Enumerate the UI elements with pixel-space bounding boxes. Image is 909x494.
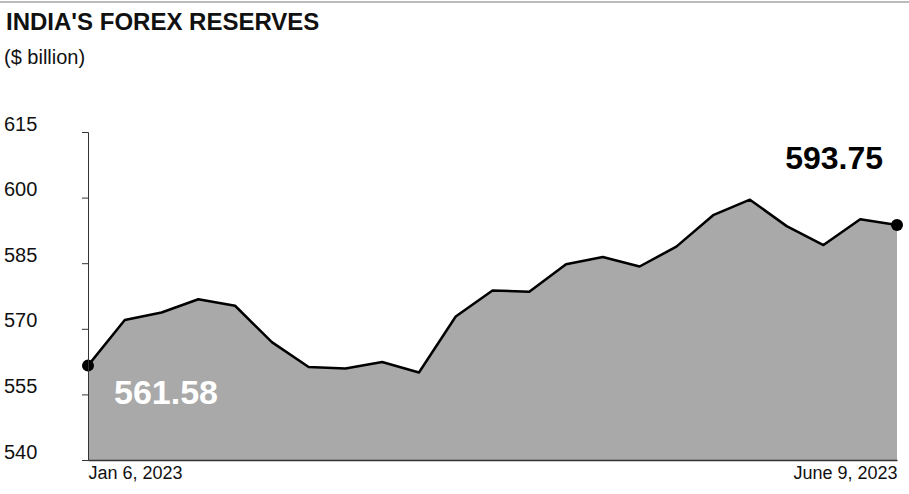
x-tick: June 9, 2023 [793,460,897,483]
x-tick-label: June 9, 2023 [793,463,897,483]
y-axis-line [82,133,89,461]
y-tick-label: 540 [4,441,37,463]
y-tick: 570 [4,309,88,331]
y-tick-label: 555 [4,375,37,397]
y-tick: 615 [4,113,88,135]
x-axis: Jan 6, 2023 June 9, 2023 [89,460,898,483]
x-tick: Jan 6, 2023 [89,460,183,483]
annotations: 561.58 593.75 [114,140,883,411]
y-tick: 540 [4,441,88,463]
line [88,200,897,373]
plot: 540 555 570 585 600 615 Jan 6, 2023 June 9, 202… [4,113,903,483]
y-tick-label: 600 [4,178,37,200]
y-tick-label: 570 [4,309,37,331]
y-tick-mark [82,394,88,395]
title: INDIA'S FOREX RESERVES [6,8,319,35]
annotation: 593.75 [785,140,883,176]
y-tick-mark [82,329,88,330]
y-tick-mark [82,263,88,264]
marks [82,200,903,460]
subtitle: ($ billion) [4,46,85,68]
y-tick-mark [82,132,88,133]
chart: INDIA'S FOREX RESERVES($ billion)5405555… [0,0,909,494]
y-tick: 585 [4,244,88,266]
y-tick-mark [82,460,88,461]
top-rule [0,1,909,3]
end-point [891,219,903,231]
y-tick: 555 [4,375,88,397]
area [88,200,897,460]
y-tick-label: 585 [4,244,37,266]
y-tick-label: 615 [4,113,37,135]
x-axis-line [89,460,898,462]
y-tick-mark [82,198,88,199]
y-axis: 540 555 570 585 600 615 [4,113,89,463]
x-tick-label: Jan 6, 2023 [89,463,183,483]
y-tick: 600 [4,178,88,200]
annotation: 561.58 [114,373,218,411]
